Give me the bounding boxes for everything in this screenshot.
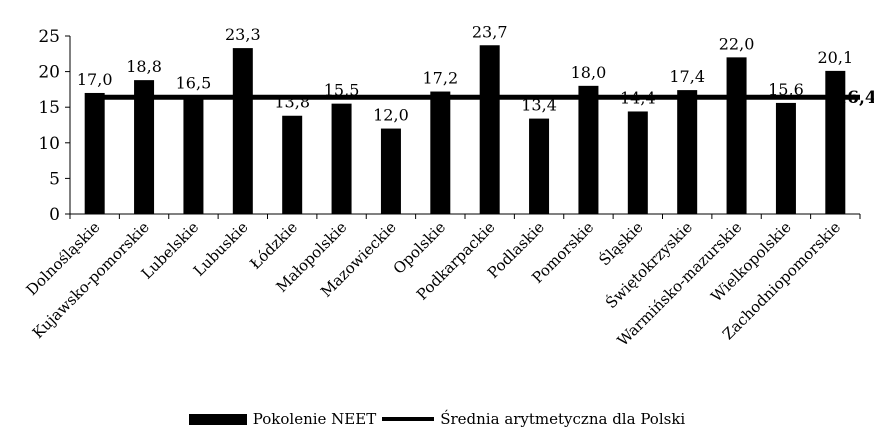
bar [282,115,303,214]
bar-value-label: 15,6 [768,80,804,99]
bar-value-label: 14,4 [620,88,656,107]
bar-value-label: 17,2 [423,69,459,88]
bar-value-label: 13,4 [521,96,557,115]
y-tick-label: 20 [38,63,60,83]
bar-value-label: 13,8 [274,93,310,112]
bar [775,102,796,214]
bar [430,91,451,214]
category-label: Świętokrzyskie [602,218,696,312]
legend: Pokolenie NEET Średnia arytmetyczna dla … [0,408,874,430]
bar-value-label: 23,7 [472,22,508,41]
legend-label-neet: Pokolenie NEET [252,410,377,428]
y-tick-label: 0 [49,205,60,225]
category-label: Lubuskie [190,218,252,280]
legend-swatch-bar [188,413,247,425]
bar [578,85,599,214]
bar [232,48,253,214]
legend-item-average: Średnia arytmetyczna dla Polski [382,410,685,428]
bar-value-label: 20,1 [818,48,854,67]
bar-value-label: 12,0 [373,106,409,125]
y-tick-label: 5 [49,169,60,189]
bar [84,92,105,214]
y-tick-label: 25 [38,27,60,47]
legend-swatch-line [382,417,435,421]
y-tick-label: 10 [38,134,60,154]
average-value-label: 16,4 [835,88,874,108]
bar-value-label: 17,0 [77,70,113,89]
bar [183,96,204,214]
bar [677,90,698,214]
bar-value-label: 23,3 [225,25,261,44]
y-tick-label: 15 [38,98,60,118]
bar [134,80,155,214]
legend-item-neet: Pokolenie NEET [188,410,377,428]
bar-value-label: 22,0 [719,34,755,53]
bar [726,57,747,214]
bar [627,111,648,214]
bar-value-label: 18,8 [126,57,162,76]
bar [331,103,352,214]
bar-value-label: 17,4 [669,67,705,86]
bar-value-label: 16,5 [176,74,212,93]
legend-label-average: Średnia arytmetyczna dla Polski [440,410,686,428]
bar-value-label: 18,0 [571,63,607,82]
bar [380,128,401,214]
bar-value-label: 15,5 [324,81,360,100]
bar [529,118,550,214]
bar [479,45,500,215]
bar [825,70,846,214]
neet-bar-chart: 0 5 10 15 20 25 17,0 18,8 16,5 23,3 13,8 15,5 12,0 17… [23,22,874,349]
